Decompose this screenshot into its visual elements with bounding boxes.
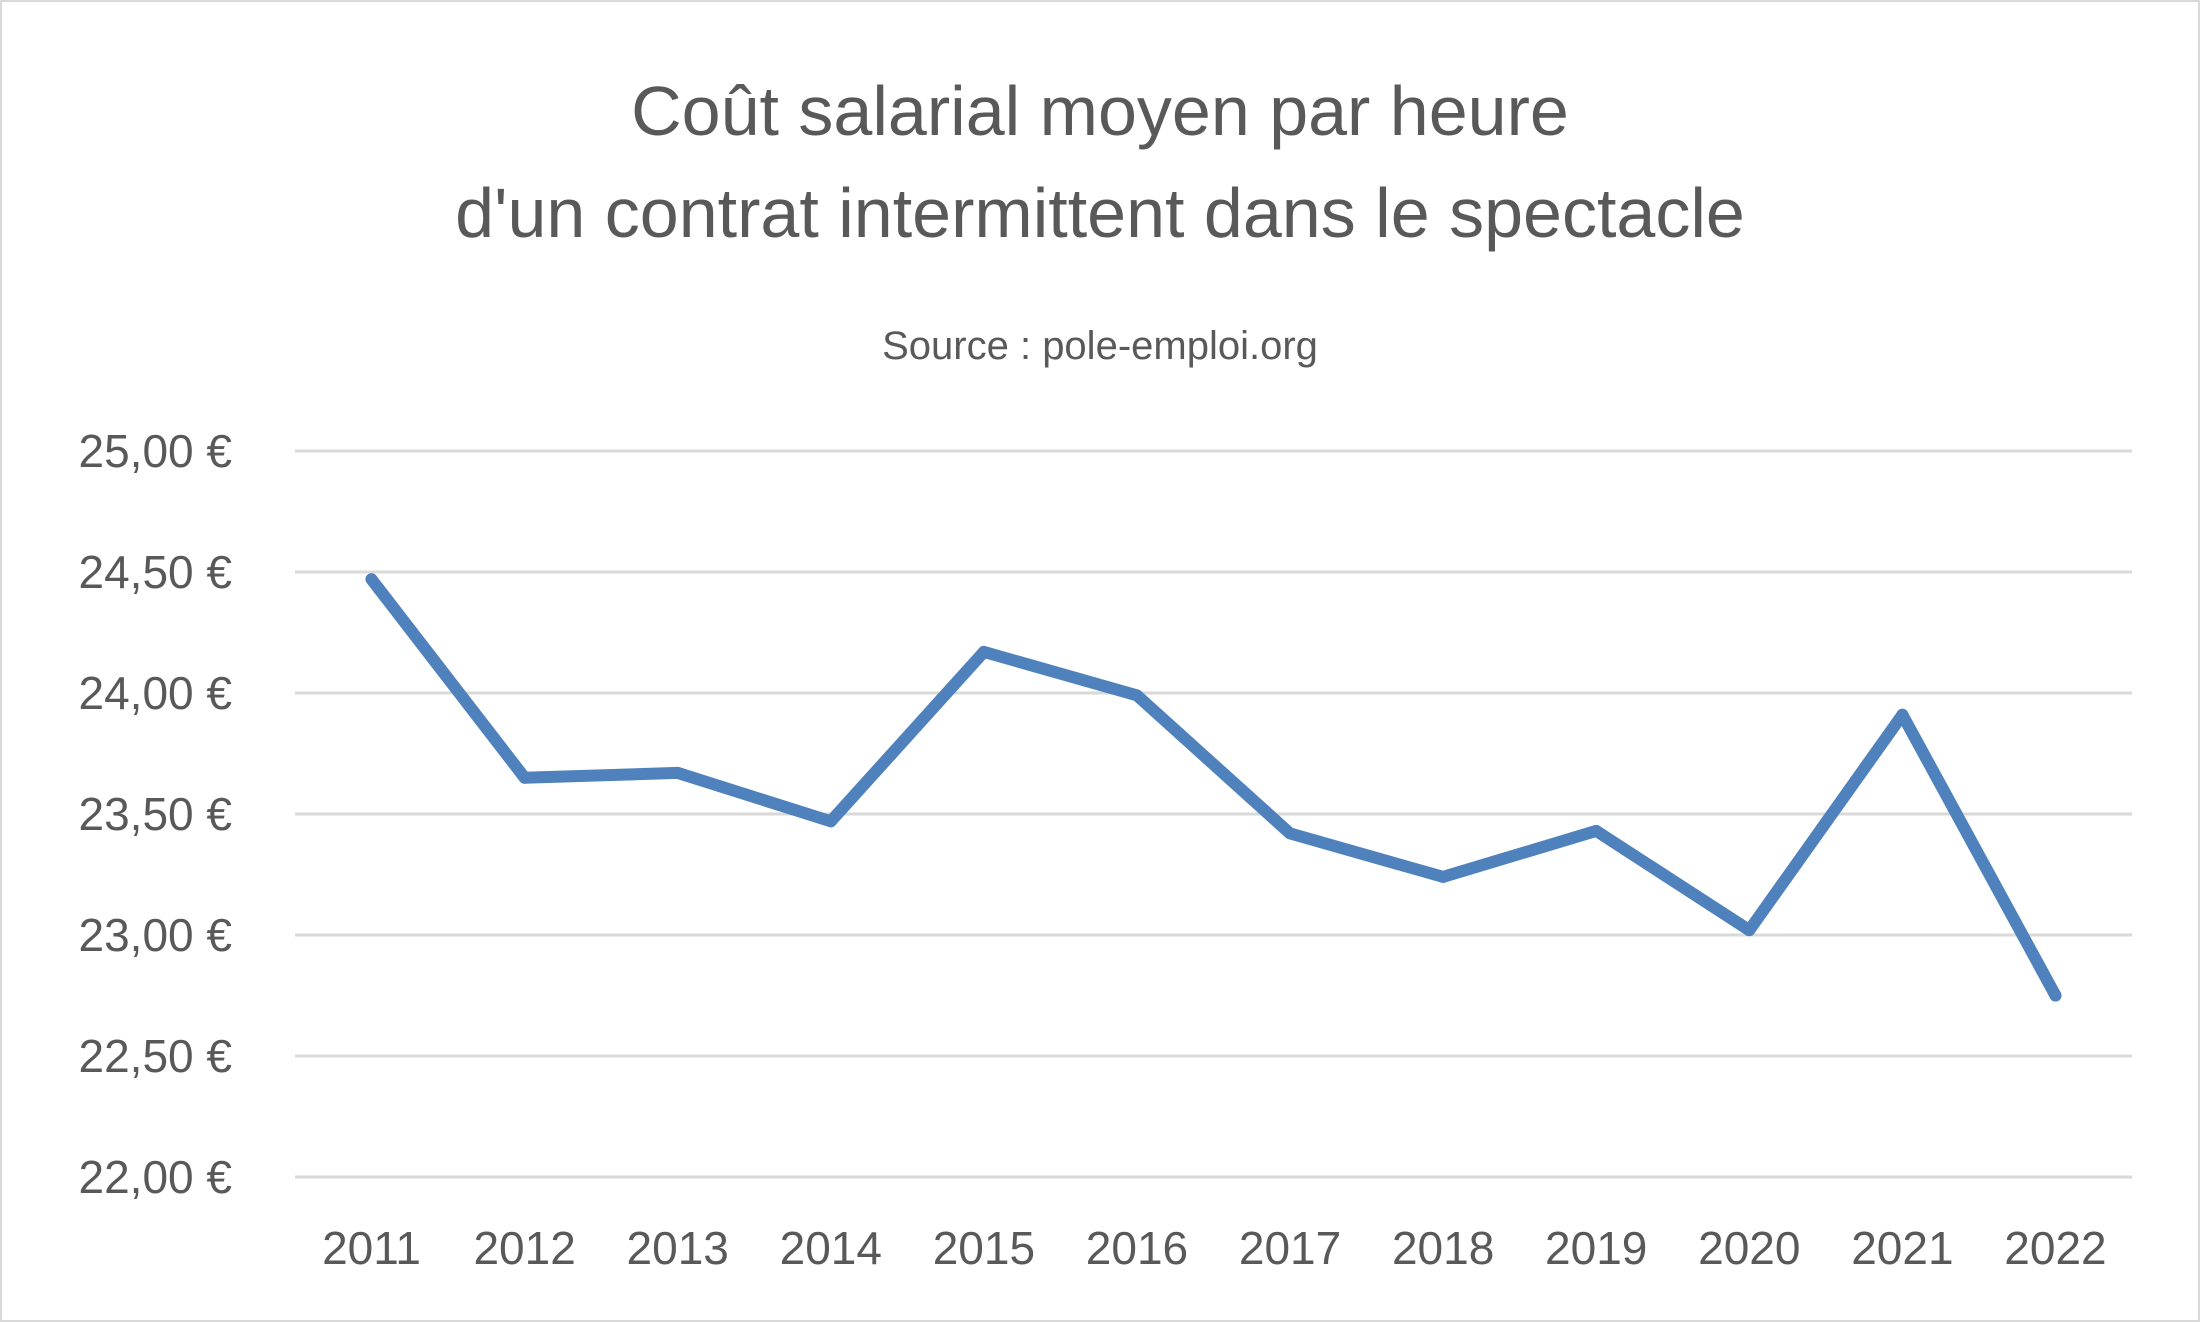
data-point xyxy=(671,766,684,779)
y-tick-label: 23,00 € xyxy=(79,909,232,961)
x-tick-label: 2016 xyxy=(1086,1222,1188,1274)
x-tick-label: 2012 xyxy=(473,1222,575,1274)
y-axis-tick-labels: 22,00 € 22,50 € 23,00 € 23,50 € 24,00 € 24,50… xyxy=(79,425,232,1203)
x-tick-label: 2020 xyxy=(1698,1222,1800,1274)
data-point xyxy=(1284,827,1297,840)
x-tick-label: 2017 xyxy=(1239,1222,1341,1274)
x-axis-tick-labels: 2011 2012 2013 2014 2015 2016 2017 2018 2019 2020… xyxy=(322,1222,2107,1274)
chart-subtitle: Source : pole-emploi.org xyxy=(882,324,1318,368)
data-point xyxy=(1437,870,1450,883)
data-point xyxy=(365,573,378,586)
data-point xyxy=(2049,989,2062,1002)
gridlines xyxy=(295,449,2132,1179)
y-tick-label: 22,00 € xyxy=(79,1151,232,1203)
data-point xyxy=(1896,708,1909,721)
y-tick-label: 24,00 € xyxy=(79,667,232,719)
x-tick-label: 2019 xyxy=(1545,1222,1647,1274)
data-point xyxy=(518,771,531,784)
chart-title-line-2: d'un contrat intermittent dans le specta… xyxy=(455,174,1745,252)
x-tick-label: 2011 xyxy=(322,1222,421,1274)
y-tick-label: 23,50 € xyxy=(79,788,232,840)
y-tick-label: 24,50 € xyxy=(79,546,232,598)
chart-title-line-1: Coût salarial moyen par heure xyxy=(631,72,1569,150)
series-group xyxy=(365,573,2062,1002)
x-tick-label: 2014 xyxy=(780,1222,882,1274)
data-point xyxy=(824,815,837,828)
data-point xyxy=(977,645,990,658)
y-tick-label: 25,00 € xyxy=(79,425,232,477)
data-point xyxy=(1130,689,1143,702)
chart-title: Coût salarial moyen par heure d'un contr… xyxy=(0,60,2200,264)
x-tick-label: 2022 xyxy=(2004,1222,2106,1274)
data-point xyxy=(1590,824,1603,837)
x-tick-label: 2013 xyxy=(627,1222,729,1274)
series-line xyxy=(365,573,2062,1002)
data-point xyxy=(1743,924,1756,937)
x-tick-label: 2015 xyxy=(933,1222,1035,1274)
x-tick-label: 2021 xyxy=(1851,1222,1953,1274)
y-tick-label: 22,50 € xyxy=(79,1030,232,1082)
x-tick-label: 2018 xyxy=(1392,1222,1494,1274)
